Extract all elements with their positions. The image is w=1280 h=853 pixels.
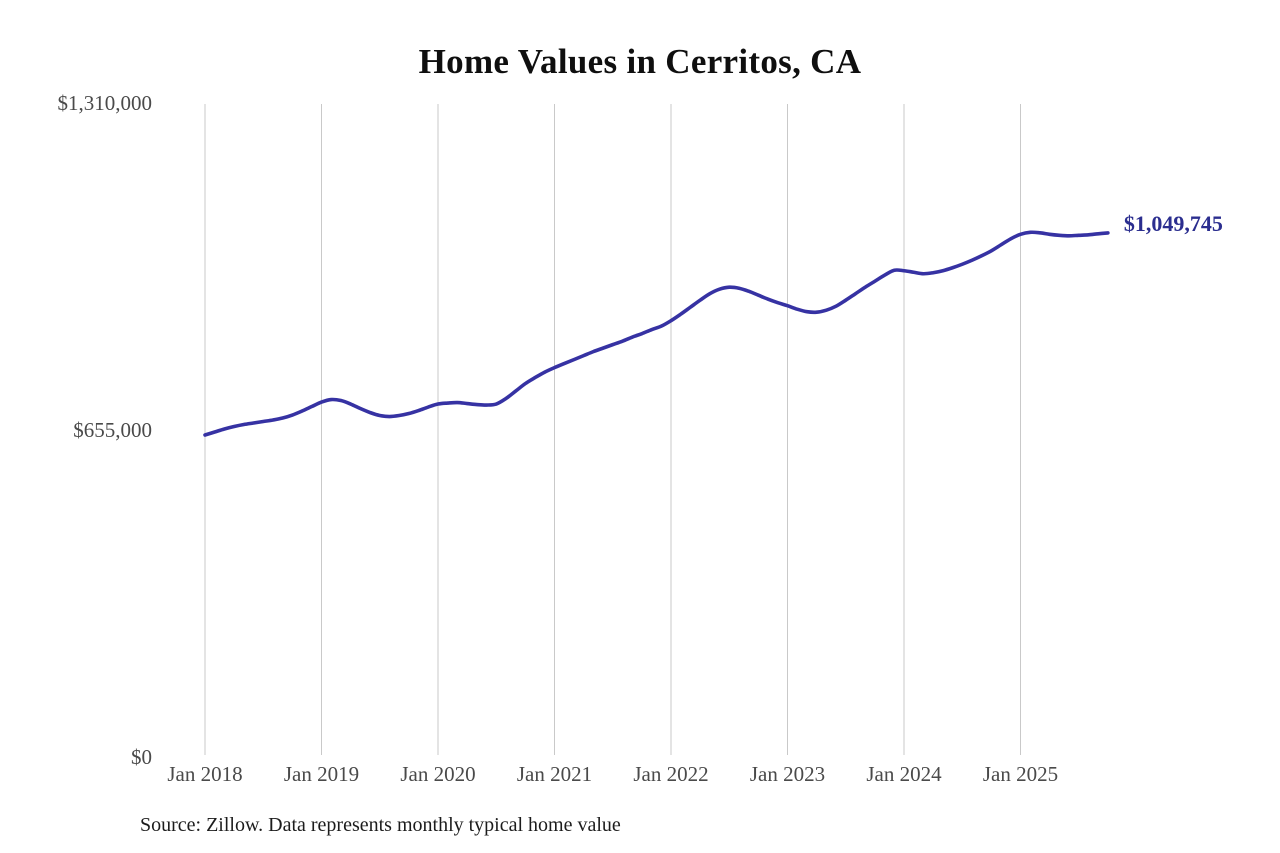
latest-value-label: $1,049,745 bbox=[1124, 211, 1223, 236]
x-tick-label: Jan 2019 bbox=[284, 762, 359, 786]
x-tick-label: Jan 2021 bbox=[517, 762, 592, 786]
x-tick-label: Jan 2025 bbox=[983, 762, 1058, 786]
x-tick-label: Jan 2018 bbox=[167, 762, 242, 786]
source-note: Source: Zillow. Data represents monthly … bbox=[140, 814, 621, 836]
x-tick-label: Jan 2020 bbox=[400, 762, 475, 786]
x-tick-label: Jan 2023 bbox=[750, 762, 825, 786]
y-tick-label: $655,000 bbox=[73, 418, 152, 442]
home-value-line bbox=[203, 230, 1110, 437]
y-axis-tick-labels: $0 $655,000 $1,310,000 bbox=[58, 91, 153, 769]
y-tick-label: $0 bbox=[131, 745, 152, 769]
x-tick-label: Jan 2024 bbox=[866, 762, 942, 786]
x-axis-tick-labels: Jan 2018 Jan 2019 Jan 2020 Jan 2021 Jan 2022… bbox=[167, 762, 1058, 786]
x-tick-label: Jan 2022 bbox=[633, 762, 708, 786]
year-gridlines bbox=[204, 104, 1021, 755]
chart-title: Home Values in Cerritos, CA bbox=[418, 42, 862, 81]
y-tick-label: $1,310,000 bbox=[58, 91, 153, 115]
